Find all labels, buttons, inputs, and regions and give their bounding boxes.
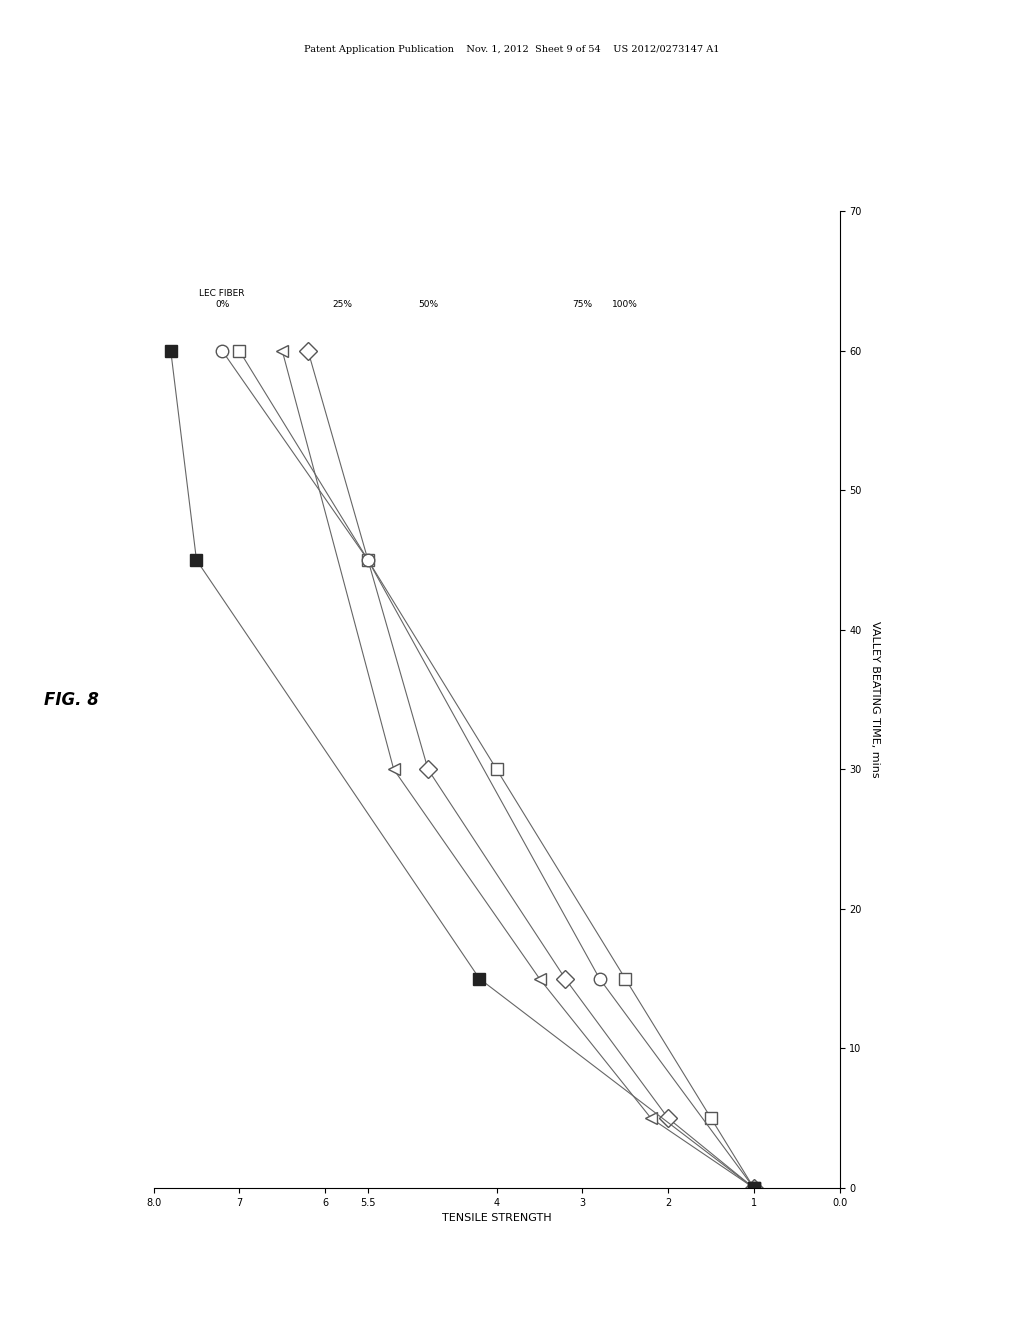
X-axis label: TENSILE STRENGTH: TENSILE STRENGTH	[441, 1213, 552, 1224]
Y-axis label: VALLEY BEATING TIME, mins: VALLEY BEATING TIME, mins	[870, 622, 880, 777]
Text: FIG. 8: FIG. 8	[44, 690, 99, 709]
Text: 25%: 25%	[332, 300, 352, 309]
Text: LEC FIBER
0%: LEC FIBER 0%	[200, 289, 245, 309]
Text: 100%: 100%	[612, 300, 638, 309]
Text: Patent Application Publication    Nov. 1, 2012  Sheet 9 of 54    US 2012/0273147: Patent Application Publication Nov. 1, 2…	[304, 45, 720, 54]
Text: 75%: 75%	[572, 300, 593, 309]
Text: 50%: 50%	[418, 300, 438, 309]
